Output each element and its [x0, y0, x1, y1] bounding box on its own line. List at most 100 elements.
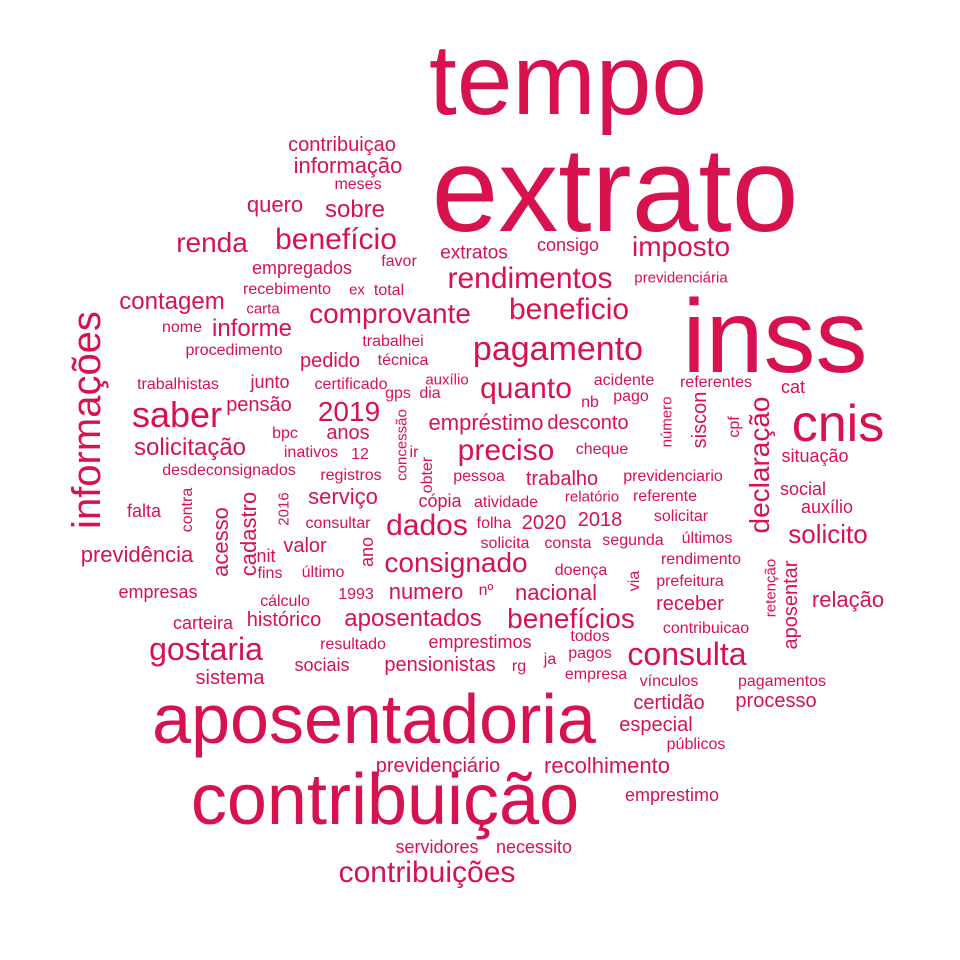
cloud-word: ir [409, 444, 419, 461]
cloud-word: cheque [575, 441, 629, 458]
cloud-word: carteira [172, 613, 234, 633]
cloud-word: cópia [418, 491, 462, 511]
cloud-word: 12 [351, 446, 369, 463]
cloud-word: certidão [633, 692, 705, 714]
cloud-word: anos [326, 422, 370, 444]
cloud-word: benefícios [507, 603, 635, 634]
cloud-word: empresas [118, 582, 198, 602]
cloud-word: beneficio [508, 293, 630, 326]
cloud-word: pagamento [472, 330, 644, 368]
cloud-word: emprestimo [624, 785, 720, 805]
cloud-word: comprovante [309, 298, 471, 329]
cloud-word: acidente [593, 372, 655, 389]
cloud-word: vínculos [639, 673, 699, 690]
cloud-word: cpf [726, 416, 743, 438]
cloud-word: sistema [195, 667, 265, 689]
cloud-word: sociais [294, 655, 350, 675]
cloud-word: doença [554, 562, 608, 579]
cloud-word: cálculo [260, 593, 310, 610]
cloud-word: 2020 [521, 512, 567, 534]
cloud-word: siscon [689, 391, 711, 449]
cloud-word: contribuição [190, 760, 580, 840]
cloud-word: saber [131, 394, 223, 435]
cloud-word: declaração [744, 396, 775, 534]
cloud-word: desconto [547, 412, 629, 434]
cloud-word: total [373, 282, 405, 299]
cloud-word: contribuições [338, 856, 516, 889]
cloud-word: previdenciária [634, 269, 728, 287]
cloud-word: fins [257, 565, 283, 582]
cloud-word: ja [543, 651, 557, 668]
cloud-word: folha [476, 515, 512, 532]
cloud-word: pagos [568, 645, 612, 662]
cloud-word: pedido [299, 350, 361, 372]
cloud-word: gps [385, 385, 411, 402]
cloud-word: favor [381, 253, 417, 270]
cloud-word: informações [65, 311, 109, 529]
cloud-word: tempo [429, 24, 707, 136]
cloud-word: resultado [320, 636, 386, 653]
cloud-word: aposentadoria [152, 680, 596, 758]
cloud-word: relatório [564, 488, 620, 506]
cloud-word: extrato [431, 123, 799, 257]
cloud-word: preciso [457, 434, 555, 467]
cloud-word: contra [179, 487, 196, 533]
cloud-word: pensão [226, 394, 292, 416]
cloud-word: nit [256, 546, 276, 566]
cloud-word: contribuiçao [288, 134, 396, 156]
cloud-word: trabalhistas [137, 376, 219, 393]
cloud-word: nacional [515, 580, 597, 605]
cloud-word: extratos [440, 242, 508, 264]
cloud-word: ex [349, 281, 365, 299]
cloud-word: nb [581, 394, 599, 411]
cloud-word: todos [570, 628, 610, 645]
cloud-word: trabalhei [362, 333, 424, 350]
cloud-word: empréstimo [428, 410, 544, 435]
cloud-word: quero [246, 192, 304, 217]
cloud-word: emprestimos [428, 632, 532, 652]
cloud-word: imposto [631, 231, 731, 262]
cloud-word: contribuicao [662, 620, 750, 637]
cloud-word: social [779, 479, 827, 499]
cloud-word: carta [246, 300, 280, 318]
cloud-word: certificado [314, 376, 388, 393]
cloud-word: aposentar [780, 560, 802, 650]
cloud-word: obter [419, 456, 436, 494]
cloud-word: processo [735, 690, 817, 712]
cloud-word: 2018 [577, 509, 623, 531]
cloud-word: especial [619, 714, 693, 736]
cloud-word: histórico [246, 609, 322, 631]
cloud-word: públicos [666, 736, 726, 753]
cloud-word: nº [478, 582, 494, 599]
cloud-word: gostaria [149, 631, 263, 667]
cloud-word: informação [293, 153, 403, 178]
cloud-word: solicita [480, 535, 530, 552]
cloud-word: último [301, 564, 345, 581]
cloud-word: inss [682, 279, 868, 395]
cloud-word: pagamentos [737, 673, 827, 690]
cloud-word: junto [250, 372, 290, 392]
cloud-word: rendimentos [447, 262, 613, 295]
cloud-word: dia [419, 385, 441, 402]
cloud-word: procedimento [185, 342, 283, 359]
cloud-word: 1993 [338, 586, 374, 603]
cloud-word: servidores [395, 837, 479, 857]
cloud-word: 2016 [275, 492, 293, 526]
cloud-word: auxílio [425, 371, 469, 389]
cloud-word: renda [176, 227, 248, 258]
cloud-word: consultar [305, 515, 371, 532]
cloud-word: consignado [384, 547, 528, 578]
cloud-word: 2019 [317, 396, 381, 427]
cloud-word: solicitar [653, 508, 709, 525]
cloud-word: retenção [762, 558, 780, 618]
cloud-word: dados [386, 509, 468, 542]
cloud-word: contagem [119, 288, 225, 315]
cloud-word: cat [780, 377, 806, 397]
cloud-word: pessoa [453, 468, 505, 485]
cloud-word: situação [781, 446, 849, 466]
cloud-word: ano [357, 536, 377, 568]
cloud-word: técnica [377, 352, 429, 369]
cloud-word: prefeitura [656, 573, 724, 590]
cloud-word: pensionistas [384, 654, 496, 676]
